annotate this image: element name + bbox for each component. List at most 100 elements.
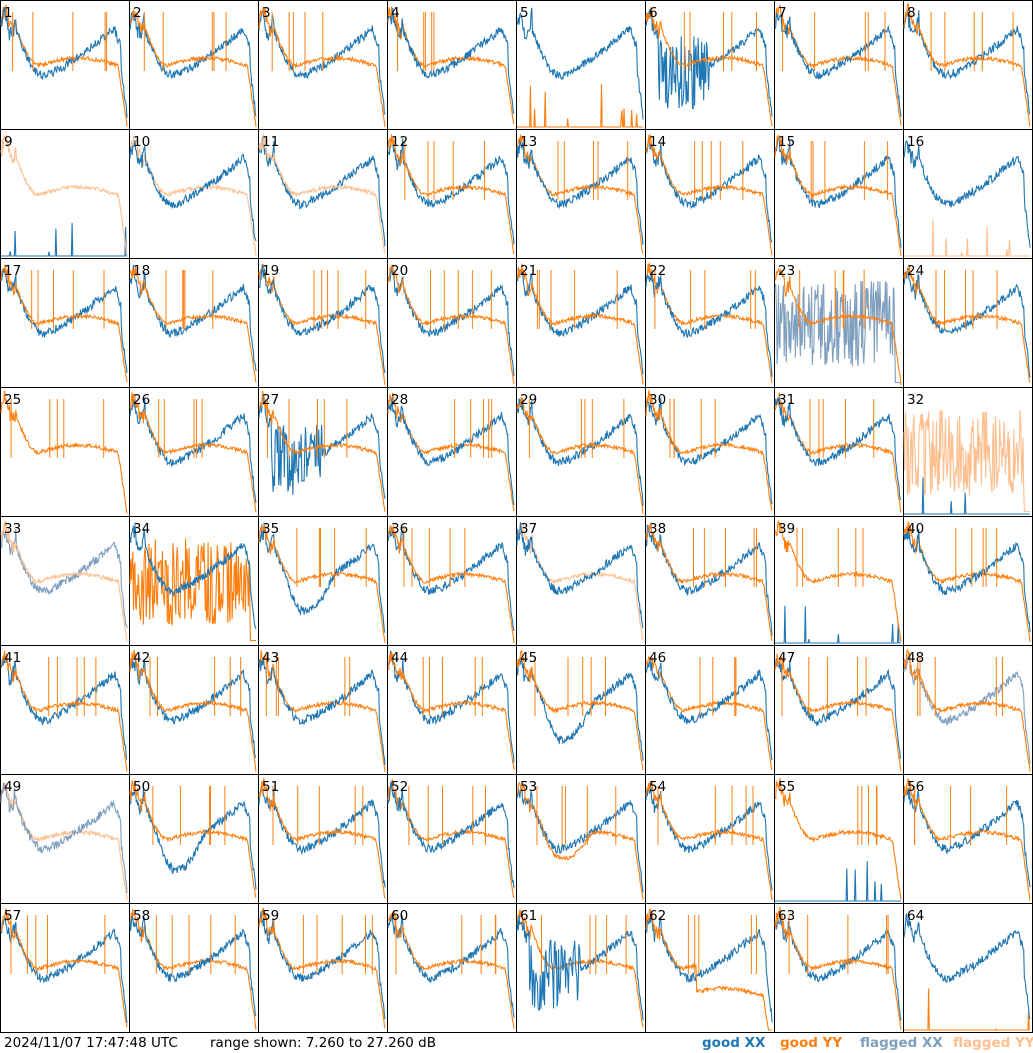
panel-34: 34 [129, 516, 259, 646]
flagged-yy-line [258, 133, 386, 254]
good-yy-line [774, 267, 902, 386]
panel-frame [903, 774, 1033, 904]
good-xx-line [774, 135, 902, 248]
panel-label: 62 [649, 908, 666, 924]
good-yy-line [258, 390, 386, 513]
good-xx-line [258, 136, 386, 247]
flagged-yy-line [0, 134, 128, 256]
panel-23: 23 [774, 258, 904, 388]
good-xx-line [903, 139, 1031, 248]
good-yy-line [904, 988, 1030, 1031]
good-yy-line [129, 538, 256, 642]
good-yy-line [903, 778, 1031, 902]
panel-label: 14 [649, 134, 666, 150]
flagged-xx-line [903, 654, 1031, 765]
good-xx-line [258, 8, 386, 115]
panel-53: 53 [516, 774, 646, 904]
panel-frame [516, 774, 646, 904]
flagged-xx-line [0, 782, 128, 894]
panel-label: 1 [4, 5, 13, 21]
good-xx-line [387, 265, 515, 377]
good-yy-line [129, 266, 257, 383]
legend-good-yy: good YY [780, 1035, 843, 1051]
panel-19: 19 [258, 258, 388, 388]
panel-label: 21 [520, 263, 537, 279]
panel-label: 30 [649, 392, 666, 408]
panel-36: 36 [387, 516, 517, 646]
good-yy-line [774, 906, 902, 1031]
panel-56: 56 [903, 774, 1033, 904]
panel-label: 4 [391, 5, 400, 21]
panel-49: 49 [0, 774, 130, 904]
panel-label: 46 [649, 650, 666, 666]
panel-frame [516, 258, 646, 388]
panel-label: 58 [133, 908, 150, 924]
panel-label: 60 [391, 908, 408, 924]
panel-label: 22 [649, 263, 666, 279]
panel-label: 49 [4, 779, 21, 795]
panel-label: 53 [520, 779, 537, 795]
good-yy-line [645, 134, 773, 256]
good-yy-line [774, 653, 902, 772]
panel-frame [774, 903, 904, 1033]
flagged-yy-line [903, 409, 1030, 513]
good-yy-line [387, 264, 515, 385]
panel-8: 8 [903, 0, 1033, 130]
good-yy-line [903, 648, 1031, 772]
good-xx-line [387, 913, 515, 1018]
panel-25: 25 [0, 387, 130, 517]
panel-frame [0, 0, 130, 130]
good-xx-line [0, 6, 128, 118]
panel-label: 44 [391, 650, 408, 666]
panel-label: 61 [520, 908, 537, 924]
good-yy-line [387, 525, 515, 644]
good-yy-line [645, 389, 773, 512]
panel-label: 31 [778, 392, 795, 408]
panel-6: 6 [645, 0, 775, 130]
good-xx-line [516, 139, 644, 245]
panel-label: 10 [133, 134, 150, 150]
panel-label: 59 [262, 908, 279, 924]
panel-label: 40 [907, 521, 924, 537]
panel-frame [129, 774, 259, 904]
good-xx-line [516, 267, 644, 375]
good-yy-line [258, 523, 386, 643]
range-label: range shown: 7.260 to 27.260 dB [210, 1035, 436, 1051]
good-xx-line [387, 397, 515, 506]
good-yy-line [387, 651, 515, 770]
good-xx-line [258, 911, 386, 1020]
panel-label: 37 [520, 521, 537, 537]
panel-label: 35 [262, 521, 279, 537]
panel-44: 44 [387, 645, 517, 775]
panel-41: 41 [0, 645, 130, 775]
panel-50: 50 [129, 774, 259, 904]
panel-frame [0, 774, 130, 904]
good-xx-line [775, 860, 901, 902]
panel-frame [774, 516, 904, 646]
good-yy-line [774, 392, 902, 513]
good-xx-line [129, 524, 257, 630]
panel-1: 1 [0, 0, 130, 130]
panel-27: 27 [258, 387, 388, 517]
good-xx-line [129, 657, 257, 759]
panel-label: 2 [133, 5, 142, 21]
panel-frame [0, 258, 130, 388]
good-xx-line [516, 787, 644, 893]
flagged-yy-line [904, 218, 1030, 257]
good-xx-line [645, 524, 773, 636]
panel-frame [645, 516, 775, 646]
flagged-xx-line [774, 280, 901, 384]
panel-frame [0, 129, 130, 259]
legend-flagged-xx: flagged XX [860, 1035, 943, 1051]
good-yy-line [387, 134, 515, 255]
good-xx-line [645, 397, 773, 505]
panel-42: 42 [129, 645, 259, 775]
panel-label: 63 [778, 908, 795, 924]
good-xx-line [129, 10, 257, 117]
panel-label: 36 [391, 521, 408, 537]
good-xx-line [774, 915, 902, 1021]
good-yy-line [903, 265, 1031, 383]
good-yy-line [645, 780, 773, 901]
timestamp: 2024/11/07 17:47:48 UTC [4, 1035, 178, 1051]
good-yy-line [516, 263, 644, 385]
